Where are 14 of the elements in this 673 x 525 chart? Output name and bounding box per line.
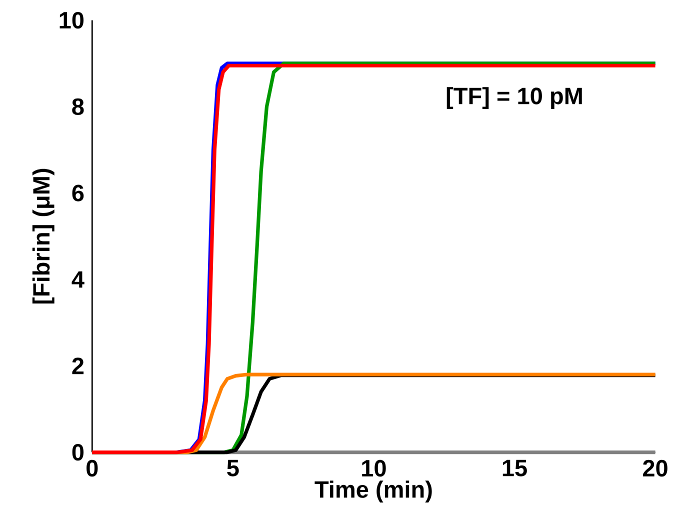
y-tick-label: 2: [72, 358, 84, 374]
x-tick-label: 15: [502, 460, 527, 476]
x-tick-label: 10: [362, 460, 386, 477]
x-tick-label: 0: [86, 460, 98, 477]
x-tick-label: 20: [643, 460, 668, 477]
x-axis-title: Time (min): [314, 480, 432, 502]
y-tick-label: 6: [72, 184, 84, 202]
y-tick-label: 10: [60, 12, 84, 29]
y-tick-label: 4: [72, 271, 84, 288]
y-tick-label: 8: [72, 98, 84, 115]
annotation: [TF] = 10 pM: [446, 87, 582, 109]
x-tick-label: 5: [227, 460, 239, 476]
y-tick-label: 0: [72, 444, 84, 461]
y-axis-title: [Fibrin] (μM): [32, 168, 54, 304]
